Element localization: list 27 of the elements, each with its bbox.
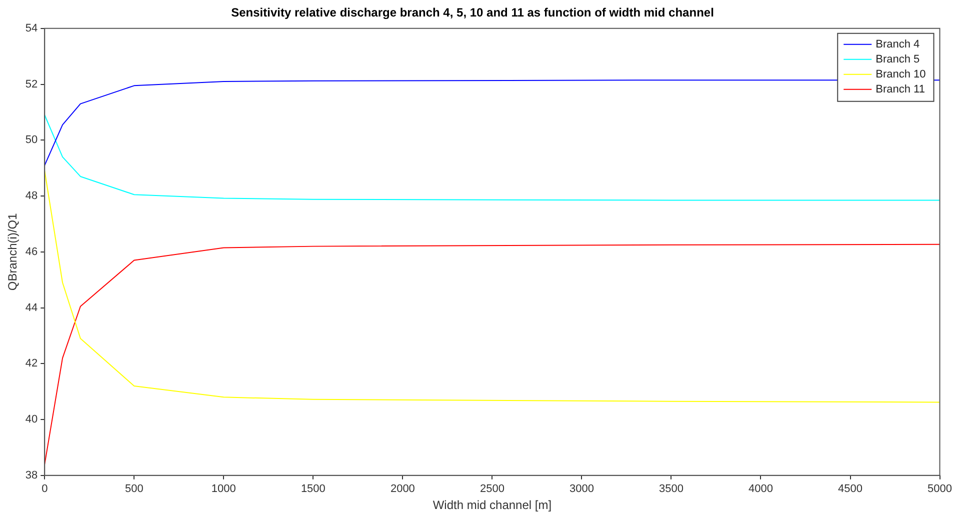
y-tick-label: 48 (25, 190, 38, 202)
y-tick-label: 54 (25, 22, 38, 34)
x-tick-label: 2000 (390, 483, 415, 496)
y-tick-label: 52 (25, 78, 38, 90)
x-tick-label: 500 (124, 483, 144, 496)
y-tick-label: 42 (25, 358, 38, 370)
x-tick-label: 5000 (928, 483, 952, 496)
chart-title: Sensitivity relative discharge branch 4, 5, 10 and 11 as function of width mid channel (231, 6, 714, 20)
legend-label: Branch 10 (876, 68, 926, 80)
legend-label: Branch 5 (876, 53, 920, 66)
y-tick-label: 50 (25, 134, 38, 146)
x-tick-label: 0 (42, 483, 48, 496)
x-tick-label: 3500 (658, 483, 684, 496)
x-tick-label: 4000 (748, 483, 773, 496)
legend-label: Branch 11 (876, 83, 925, 96)
x-tick-label: 3000 (569, 483, 594, 496)
x-tick-label: 4500 (838, 483, 862, 496)
y-axis-title: QBranch(i)/Q1 (6, 212, 20, 291)
y-tick-label: 46 (25, 246, 38, 258)
y-tick-label: 38 (25, 469, 38, 482)
legend-label: Branch 4 (876, 38, 920, 50)
y-tick-label: 44 (25, 302, 38, 314)
x-axis-title: Width mid channel [m] (432, 498, 552, 512)
x-tick-label: 1500 (300, 483, 326, 496)
x-tick-label: 2500 (480, 483, 504, 496)
y-tick-label: 40 (25, 414, 38, 426)
x-tick-label: 1000 (211, 483, 236, 496)
